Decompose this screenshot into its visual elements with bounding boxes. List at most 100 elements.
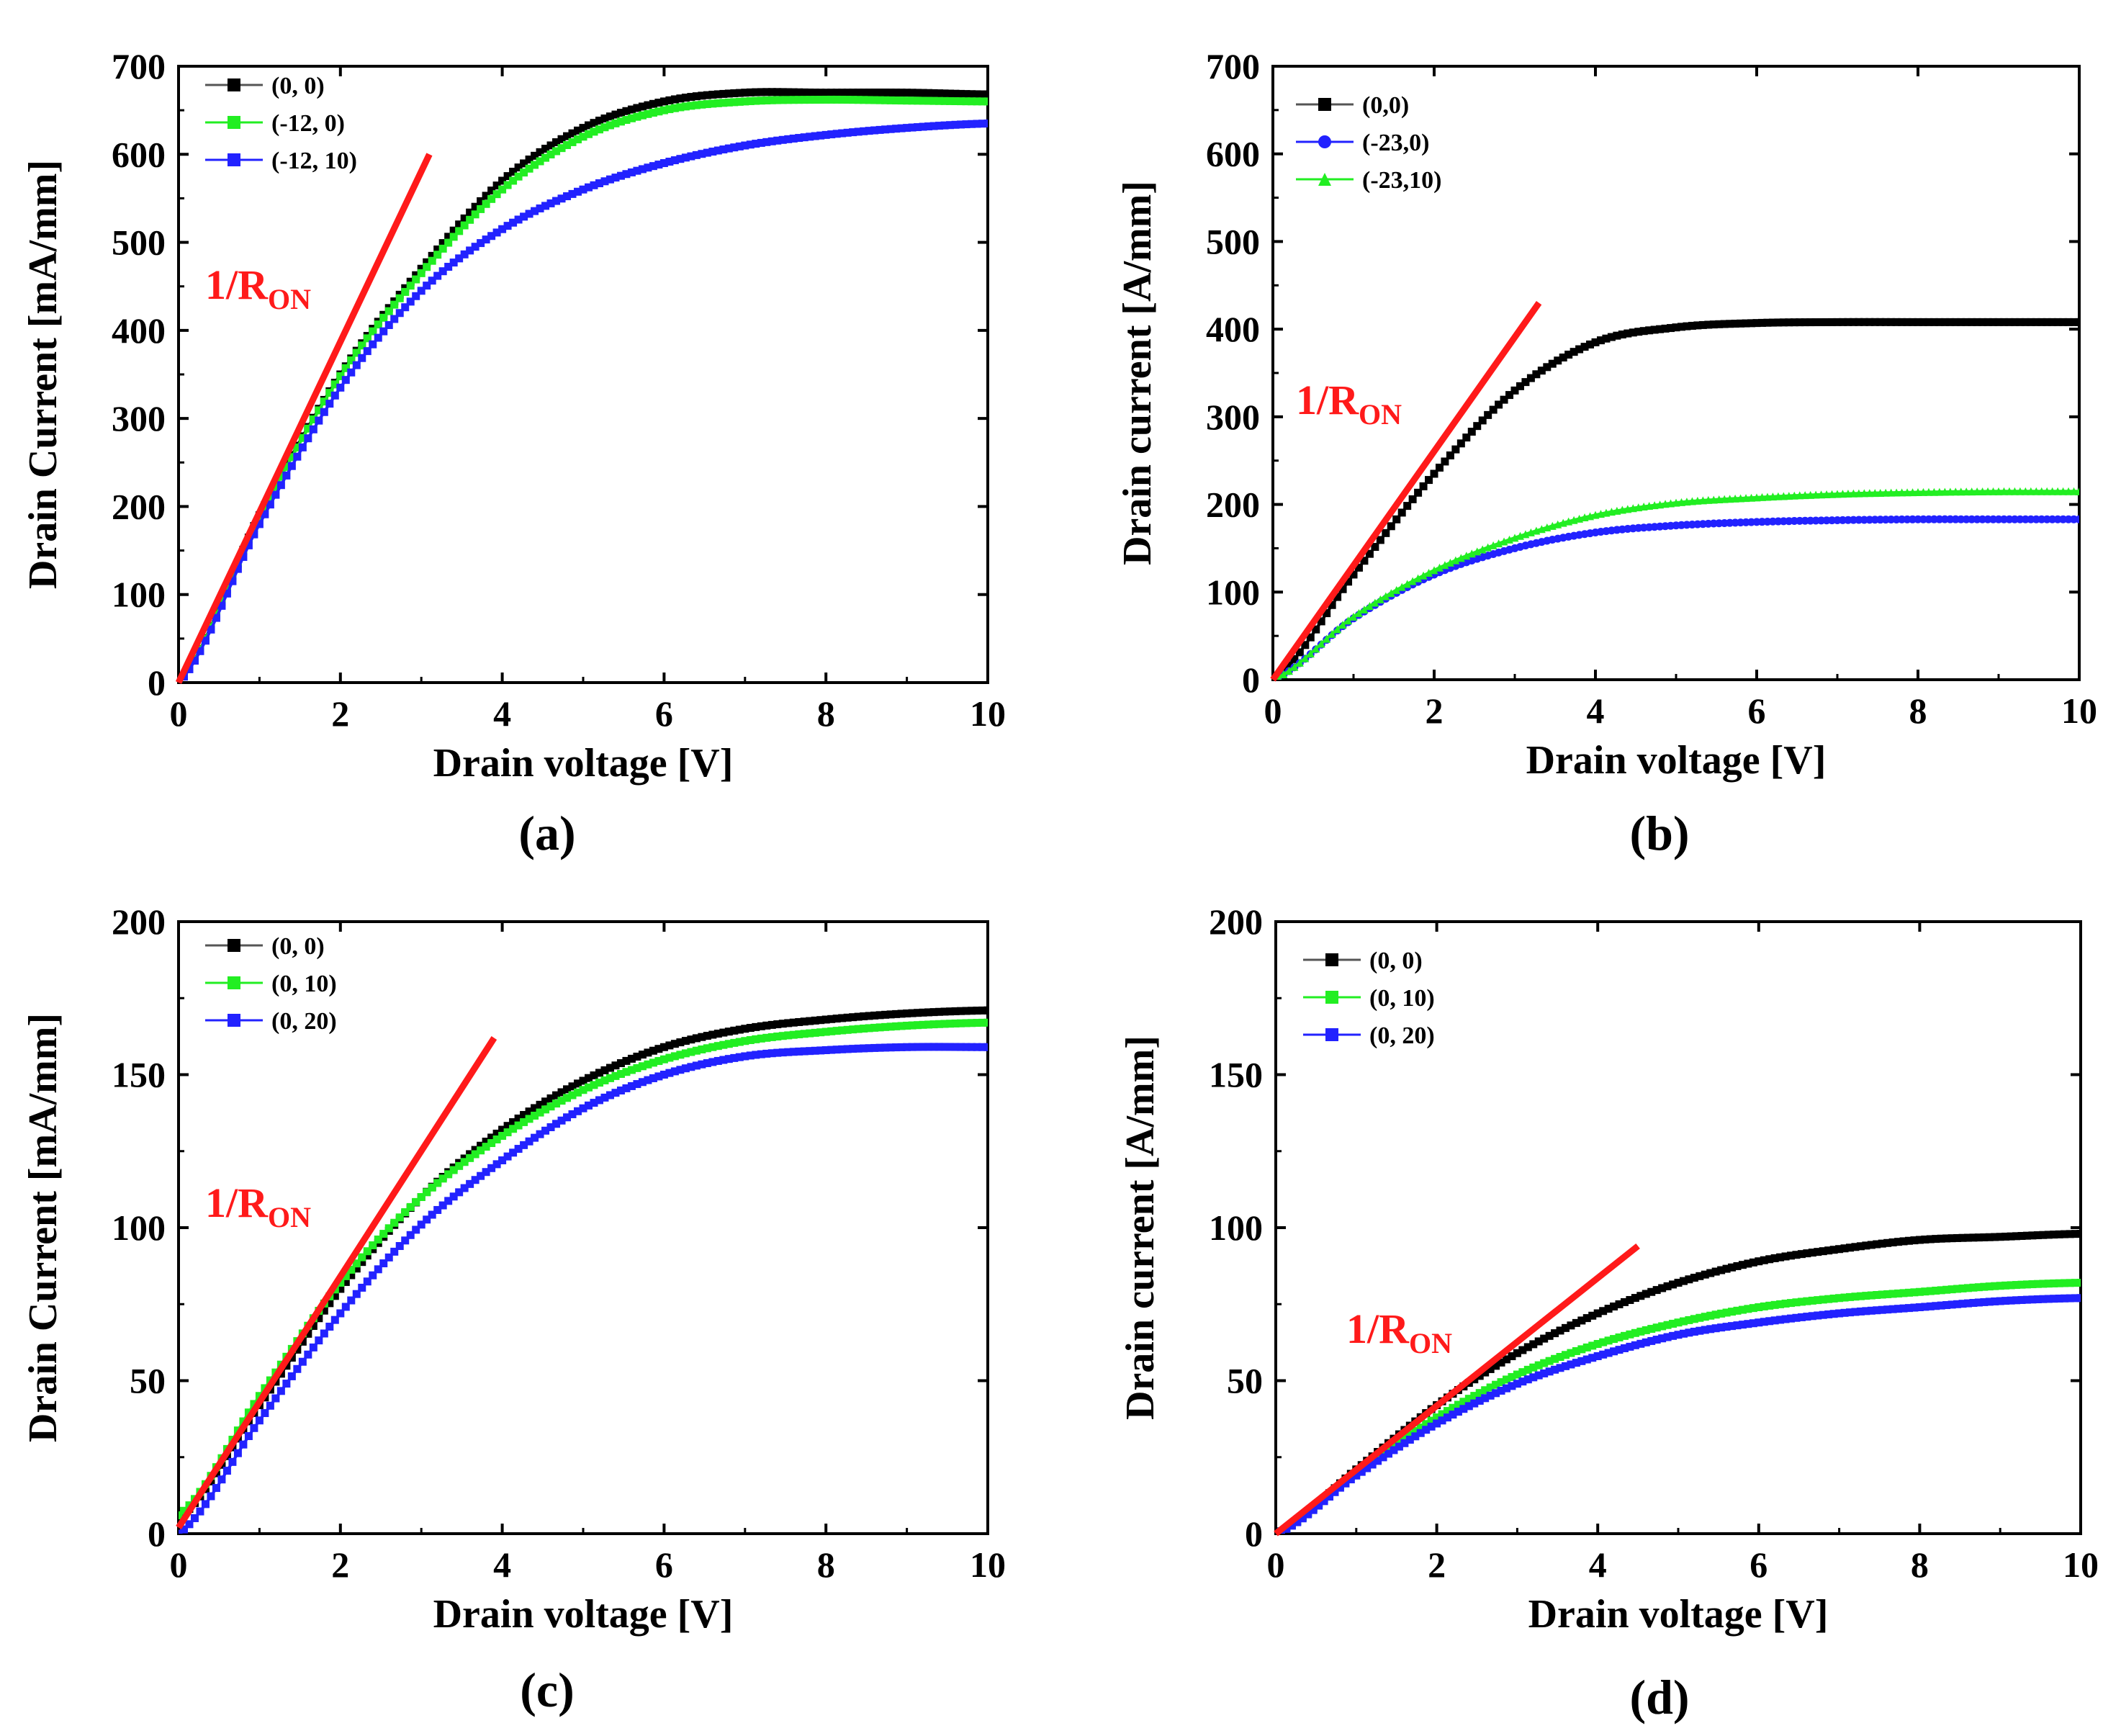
data-point (838, 1014, 847, 1022)
data-point (1942, 1234, 1951, 1243)
data-point (2050, 1231, 2058, 1239)
data-point (649, 109, 657, 117)
data-point (1704, 320, 1713, 329)
data-point (503, 222, 512, 230)
data-point (369, 1271, 377, 1279)
data-point (1414, 488, 1423, 497)
y-tick-label: 200 (112, 486, 166, 526)
data-point (924, 122, 933, 131)
data-point (1860, 318, 1868, 326)
data-point (1757, 318, 1766, 327)
data-point (692, 101, 701, 109)
data-point (1663, 1282, 1672, 1290)
data-point (865, 1044, 873, 1053)
data-point (1419, 571, 1428, 580)
data-point (903, 96, 911, 105)
data-point (1787, 1299, 1796, 1308)
data-point (730, 1026, 739, 1035)
data-point (595, 117, 603, 125)
data-point (352, 1290, 361, 1298)
data-point (487, 1139, 496, 1148)
data-point (654, 107, 663, 116)
data-point (1435, 463, 1444, 472)
data-point (1980, 1233, 1989, 1241)
data-point (773, 1033, 782, 1041)
data-point (1656, 325, 1665, 333)
data-point (1910, 1236, 1919, 1245)
data-point (1968, 318, 1976, 326)
data-point (1763, 493, 1772, 501)
data-point (455, 1188, 464, 1197)
data-point (1937, 1234, 1945, 1243)
data-point (789, 134, 798, 143)
data-point (1744, 1259, 1752, 1268)
data-point (482, 235, 490, 244)
data-point (1855, 318, 1863, 326)
data-point (644, 163, 652, 172)
data-point (692, 1061, 701, 1070)
x-tick-label: 2 (1428, 1544, 1446, 1585)
data-point (752, 88, 760, 96)
data-point (282, 1380, 291, 1388)
data-point (767, 137, 776, 145)
data-point (875, 1011, 884, 1020)
data-point (1887, 318, 1896, 326)
data-point (2039, 1279, 2048, 1288)
data-point (401, 1208, 410, 1217)
data-point (412, 292, 420, 300)
data-point (428, 256, 436, 265)
data-point (1851, 1243, 1860, 1251)
data-point (1551, 1354, 1559, 1363)
data-point (1279, 670, 1288, 679)
data-point (520, 159, 528, 168)
data-point (406, 1202, 415, 1211)
data-point (282, 462, 291, 471)
data-point (778, 135, 787, 144)
data-point (935, 96, 944, 105)
data-point (605, 175, 614, 184)
data-point (2076, 1230, 2081, 1238)
data-point (1295, 648, 1304, 657)
legend-marker (1325, 991, 1338, 1004)
data-point (309, 1343, 318, 1352)
ron-annotation: 1/RON (1346, 1305, 1452, 1359)
data-point (217, 601, 226, 610)
data-point (557, 194, 566, 203)
data-point (2076, 1279, 2081, 1287)
y-tick-label: 700 (1206, 46, 1260, 86)
data-point (1647, 1325, 1656, 1334)
data-point (627, 114, 636, 122)
data-point (762, 96, 771, 104)
data-point (741, 1025, 749, 1033)
data-point (1636, 1339, 1645, 1348)
data-point (1765, 1317, 1774, 1326)
data-point (1615, 1300, 1624, 1308)
data-point (1481, 1368, 1490, 1377)
data-point (1298, 1514, 1307, 1523)
data-point (1763, 318, 1772, 327)
data-point (1513, 1349, 1521, 1357)
data-point (821, 95, 830, 104)
data-point (1779, 318, 1788, 327)
data-point (1543, 363, 1552, 372)
data-point (423, 1215, 431, 1224)
data-point (1419, 482, 1428, 490)
data-point (1760, 1318, 1768, 1326)
data-point (1534, 1371, 1543, 1380)
data-point (2005, 318, 2014, 326)
data-point (1441, 457, 1449, 466)
data-point (1312, 625, 1320, 634)
data-point (1980, 1297, 1989, 1306)
data-point (724, 98, 733, 107)
data-point (1768, 493, 1777, 501)
data-point (1502, 1375, 1510, 1384)
data-point (784, 96, 793, 104)
data-point (1599, 1307, 1608, 1316)
data-point (363, 1277, 371, 1286)
data-point (1996, 1297, 2004, 1305)
data-point (1947, 1300, 1956, 1309)
data-point (1467, 549, 1476, 558)
data-point (962, 90, 971, 99)
data-point (574, 135, 582, 144)
x-tick-label: 10 (2061, 691, 2097, 731)
